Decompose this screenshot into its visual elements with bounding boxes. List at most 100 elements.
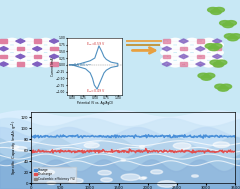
Polygon shape [180,62,187,66]
Circle shape [169,61,181,67]
Polygon shape [16,54,25,59]
Polygon shape [0,47,8,51]
Circle shape [14,50,26,55]
Polygon shape [17,47,24,50]
Polygon shape [197,40,204,43]
Polygon shape [212,54,222,59]
Circle shape [48,57,60,63]
Circle shape [201,75,212,80]
Circle shape [224,34,235,39]
Circle shape [84,143,99,148]
Circle shape [23,46,35,52]
Circle shape [178,57,190,63]
Polygon shape [34,40,41,43]
Circle shape [34,171,43,174]
Circle shape [208,46,219,51]
Circle shape [210,60,221,65]
Circle shape [43,170,54,174]
Polygon shape [16,39,25,43]
Circle shape [205,44,216,48]
Text: 0.5 mV s$^{-1}$: 0.5 mV s$^{-1}$ [73,62,92,69]
Circle shape [11,146,19,148]
Polygon shape [32,62,42,66]
Circle shape [158,181,176,187]
Circle shape [169,54,181,59]
Polygon shape [0,40,7,43]
Circle shape [48,50,60,55]
Polygon shape [163,55,170,58]
Circle shape [161,57,173,63]
Circle shape [186,61,198,67]
Polygon shape [49,54,59,59]
Circle shape [14,57,26,63]
Circle shape [186,46,198,52]
Circle shape [203,54,215,59]
Polygon shape [197,55,204,58]
Circle shape [142,177,147,179]
Circle shape [40,61,52,67]
Polygon shape [17,62,24,66]
Polygon shape [162,47,172,51]
Circle shape [151,170,162,174]
Circle shape [23,61,35,67]
Circle shape [169,38,181,44]
Circle shape [186,54,198,59]
Circle shape [226,21,236,26]
Circle shape [98,170,111,175]
Legend: Charge, Discharge, Coulombic efficiency (%): Charge, Discharge, Coulombic efficiency … [33,167,76,182]
Text: E$_{pa}$=0.59 V: E$_{pa}$=0.59 V [86,40,106,47]
Circle shape [161,50,173,55]
Circle shape [211,42,223,48]
Circle shape [220,21,230,26]
Circle shape [204,73,215,78]
Polygon shape [32,47,42,51]
Circle shape [211,50,223,55]
Circle shape [69,178,83,183]
Circle shape [203,38,215,44]
Circle shape [121,174,140,180]
Circle shape [211,44,222,48]
Circle shape [213,62,224,67]
Circle shape [139,177,145,179]
Circle shape [6,54,18,59]
Circle shape [23,54,35,59]
Circle shape [208,7,218,12]
Polygon shape [50,62,58,66]
Circle shape [14,146,27,151]
Polygon shape [179,39,188,43]
Circle shape [178,42,190,48]
Circle shape [139,146,145,147]
Circle shape [203,46,215,52]
Circle shape [211,57,223,63]
Y-axis label: Specific Capacity (mAh g$^{-1}$): Specific Capacity (mAh g$^{-1}$) [9,119,19,175]
Circle shape [14,42,26,48]
Text: E$_{pc}$=0.49 V: E$_{pc}$=0.49 V [86,87,106,94]
Polygon shape [0,62,8,66]
Circle shape [214,7,224,12]
Circle shape [6,46,18,52]
Circle shape [216,60,227,65]
Polygon shape [212,39,222,43]
Circle shape [6,38,18,44]
Circle shape [6,61,18,67]
Circle shape [161,42,173,48]
Circle shape [223,23,233,28]
Circle shape [101,178,112,182]
Circle shape [194,50,206,55]
Polygon shape [196,47,205,51]
Circle shape [121,159,126,161]
Circle shape [211,10,221,15]
Polygon shape [196,62,205,66]
Polygon shape [214,62,221,66]
Polygon shape [34,55,41,58]
Circle shape [186,38,198,44]
Polygon shape [214,47,221,50]
X-axis label: Potential (V vs. Ag/AgCl): Potential (V vs. Ag/AgCl) [77,101,113,105]
Circle shape [203,61,215,67]
Circle shape [47,181,56,184]
Polygon shape [49,39,59,43]
Y-axis label: Current (mA): Current (mA) [51,57,55,76]
Circle shape [213,142,229,147]
Circle shape [173,143,191,149]
Circle shape [23,38,35,44]
